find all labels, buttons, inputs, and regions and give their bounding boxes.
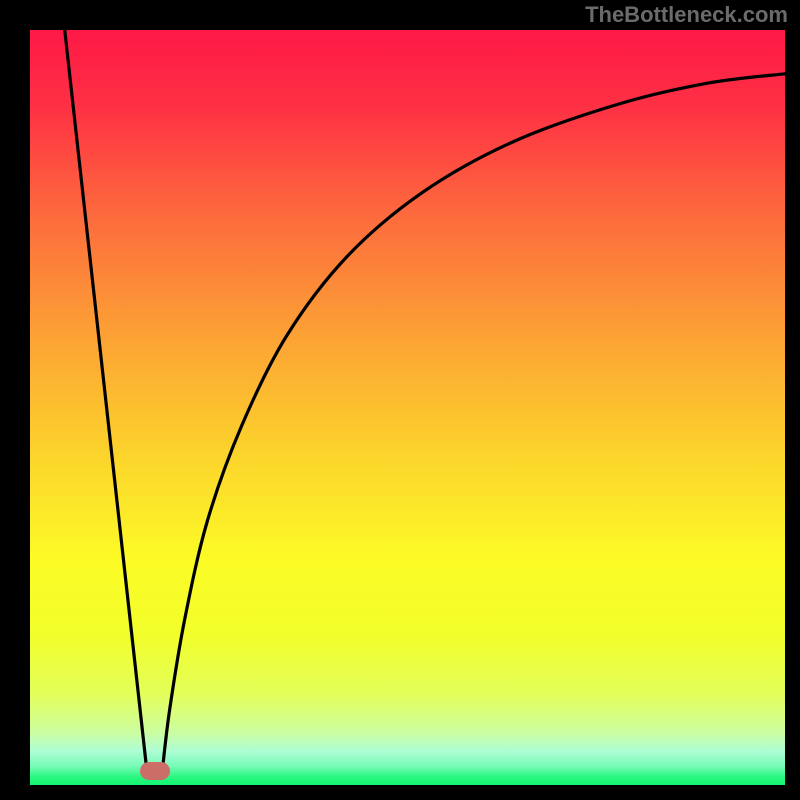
- right-curve: [162, 74, 785, 772]
- left-curve: [65, 30, 147, 772]
- watermark-text: TheBottleneck.com: [585, 2, 788, 28]
- minimum-marker: [140, 762, 170, 780]
- curve-overlay: [30, 30, 785, 785]
- plot-area: [30, 30, 785, 785]
- chart-root: TheBottleneck.com: [0, 0, 800, 800]
